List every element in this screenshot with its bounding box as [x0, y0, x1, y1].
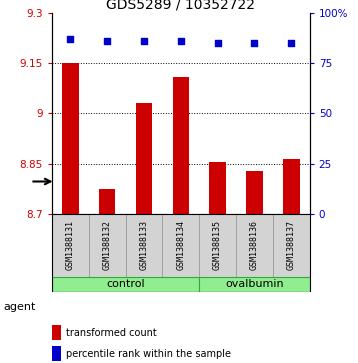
Bar: [236, 214, 273, 277]
Text: ovalbumin: ovalbumin: [225, 280, 284, 289]
Bar: [209, 162, 226, 214]
Text: GSM1388132: GSM1388132: [103, 220, 112, 270]
Text: GSM1388133: GSM1388133: [140, 220, 149, 270]
Bar: [52, 346, 61, 361]
Title: GDS5289 / 10352722: GDS5289 / 10352722: [106, 0, 255, 12]
Text: GSM1388137: GSM1388137: [287, 220, 296, 270]
Point: [141, 38, 147, 44]
Text: percentile rank within the sample: percentile rank within the sample: [66, 349, 231, 359]
Text: transformed count: transformed count: [66, 328, 157, 338]
Point: [178, 38, 184, 44]
Bar: [163, 214, 199, 277]
Text: GSM1388135: GSM1388135: [213, 220, 222, 270]
Point: [252, 40, 257, 46]
Bar: [246, 171, 263, 214]
Bar: [126, 214, 163, 277]
Bar: [199, 277, 310, 292]
Bar: [52, 325, 61, 340]
Point: [67, 36, 73, 42]
Bar: [199, 214, 236, 277]
Bar: [136, 103, 152, 214]
Text: GSM1388131: GSM1388131: [66, 220, 75, 270]
Bar: [99, 189, 115, 214]
Bar: [52, 277, 199, 292]
Bar: [62, 63, 79, 214]
Bar: [173, 77, 189, 214]
Text: control: control: [106, 280, 145, 289]
Bar: [89, 214, 126, 277]
Text: GSM1388134: GSM1388134: [176, 220, 185, 270]
Bar: [283, 159, 300, 214]
Point: [104, 38, 110, 44]
Text: GSM1388136: GSM1388136: [250, 220, 259, 270]
Text: agent: agent: [4, 302, 36, 312]
Bar: [273, 214, 310, 277]
Point: [289, 40, 294, 46]
Point: [215, 40, 221, 46]
Bar: [52, 214, 89, 277]
